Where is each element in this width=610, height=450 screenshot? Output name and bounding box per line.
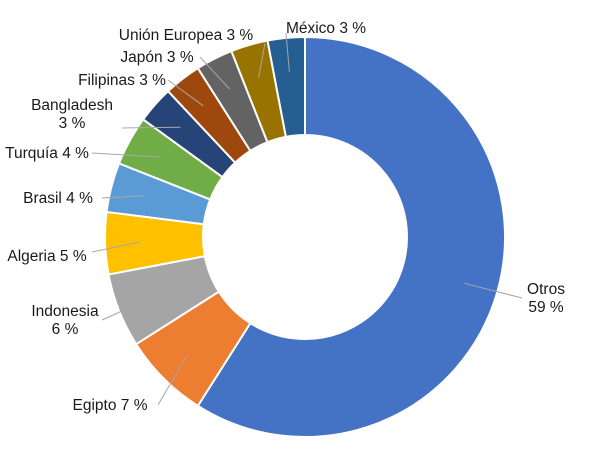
leader-line-egipto — [157, 354, 189, 406]
data-label-algeria: Algeria 5 % — [7, 248, 86, 265]
leader-line-mexico — [285, 32, 290, 72]
data-label-indonesia: Indonesia 6 % — [31, 303, 99, 338]
leader-line-filipinas — [167, 79, 204, 107]
leader-line-indonesia — [101, 297, 151, 321]
data-label-mexico: México 3 % — [286, 20, 366, 37]
leader-line-bangladesh — [121, 126, 181, 129]
slice-otros — [196, 35, 506, 438]
data-label-brasil: Brasil 4 % — [23, 190, 93, 207]
data-label-bangladesh: Bangladesh 3 % — [31, 97, 113, 132]
leader-lines-group — [91, 32, 523, 406]
leader-line-brasil — [101, 195, 145, 199]
data-label-japon: Japón 3 % — [120, 49, 193, 66]
data-label-turquia: Turquía 4 % — [5, 145, 89, 162]
leader-line-algeria — [91, 241, 140, 253]
leader-line-union-europea — [258, 42, 266, 78]
data-label-filipinas: Filipinas 3 % — [78, 72, 166, 89]
data-label-egipto: Egipto 7 % — [73, 397, 148, 414]
data-label-union-europea: Unión Europea 3 % — [119, 27, 254, 44]
slice-mexico — [266, 35, 306, 138]
data-label-otros: Otros 59 % — [527, 281, 565, 316]
labels-group: Otros 59 % Egipto 7 % Indonesia 6 % Algeria 5… — [5, 20, 565, 414]
leader-line-turquia — [91, 152, 160, 158]
slices-group — [104, 35, 506, 438]
leader-line-japon — [199, 56, 231, 90]
leader-line-otros — [464, 282, 523, 299]
